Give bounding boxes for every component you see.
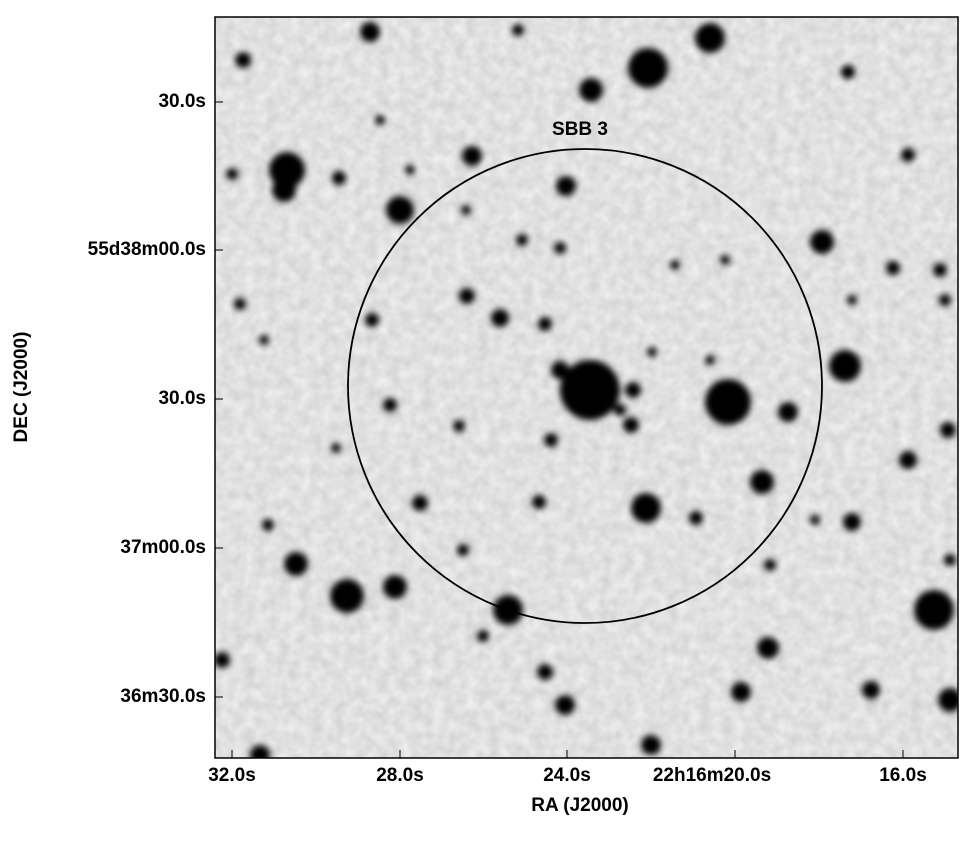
star (516, 234, 528, 246)
x-tick-label: 22h16m20.0s (653, 765, 771, 786)
x-axis-label: RA (J2000) (531, 795, 629, 816)
star (944, 554, 956, 566)
star (386, 196, 414, 224)
star (555, 695, 575, 715)
star (215, 652, 230, 668)
star (538, 317, 552, 331)
star (383, 575, 407, 599)
star (914, 590, 954, 630)
star (614, 404, 626, 416)
star (647, 347, 657, 357)
star (843, 513, 861, 531)
star (532, 495, 546, 509)
star (778, 402, 798, 422)
star (628, 48, 668, 88)
star (862, 681, 880, 699)
star (810, 230, 834, 254)
star (272, 178, 296, 202)
star (226, 168, 238, 180)
star (375, 115, 385, 125)
y-tick-label: 55d38m00.0s (88, 239, 206, 260)
star (764, 559, 776, 571)
star (554, 242, 566, 254)
star (940, 422, 956, 438)
star (269, 152, 305, 188)
star (938, 688, 958, 712)
star (262, 519, 274, 531)
star (537, 664, 553, 680)
star (235, 52, 251, 68)
star (330, 579, 364, 613)
star (544, 433, 558, 447)
star (757, 637, 779, 659)
star (383, 398, 397, 412)
star (705, 379, 751, 425)
star (491, 309, 509, 327)
star (625, 382, 641, 398)
y-tick-label: 30.0s (158, 91, 206, 112)
star (899, 451, 917, 469)
star (695, 23, 725, 53)
star (579, 78, 603, 102)
x-tick-label: 16.0s (879, 765, 927, 786)
star (829, 350, 861, 382)
y-tick-label: 37m00.0s (120, 537, 206, 558)
star (705, 355, 715, 365)
star (641, 735, 661, 755)
x-tick-label: 32.0s (208, 765, 256, 786)
star (331, 443, 341, 453)
y-axis-label: DEC (J2000) (11, 332, 32, 443)
star (623, 417, 639, 433)
star (360, 22, 380, 42)
star (462, 146, 482, 166)
star (841, 65, 855, 79)
star (234, 298, 246, 310)
star (810, 515, 820, 525)
y-tick-label: 36m30.0s (120, 686, 206, 707)
star (731, 682, 751, 702)
star (259, 335, 269, 345)
object-label: SBB 3 (552, 119, 608, 140)
star (750, 470, 774, 494)
star (332, 171, 346, 185)
x-tick-label: 24.0s (543, 765, 591, 786)
star (901, 148, 915, 162)
star (284, 552, 308, 576)
aperture-circle (347, 148, 823, 624)
star (453, 420, 465, 432)
star (365, 313, 379, 327)
star (512, 24, 524, 36)
star (939, 294, 951, 306)
star (250, 745, 270, 758)
star (412, 495, 428, 511)
star (461, 205, 471, 215)
star (689, 511, 703, 525)
star (459, 288, 475, 304)
star (551, 361, 569, 379)
star (847, 295, 857, 305)
sky-image (215, 17, 958, 758)
star (886, 261, 900, 275)
x-tick-label: 28.0s (376, 765, 424, 786)
star (560, 360, 620, 420)
star (556, 176, 576, 196)
star (477, 630, 489, 642)
frame (214, 16, 959, 759)
star (670, 260, 680, 270)
star (631, 493, 661, 523)
star (720, 255, 730, 265)
star (405, 165, 415, 175)
y-tick-label: 30.0s (158, 388, 206, 409)
star (457, 544, 469, 556)
star (933, 263, 947, 277)
